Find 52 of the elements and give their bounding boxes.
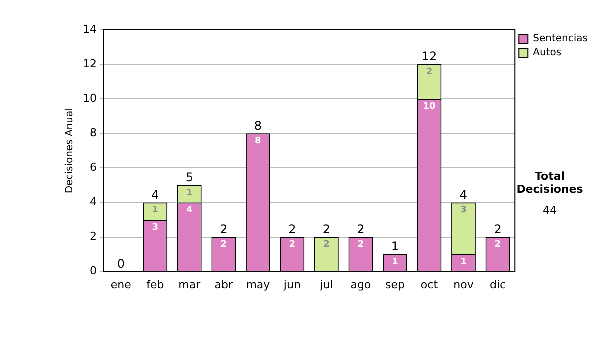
text: 44 (542, 204, 558, 217)
total-label: 4 (460, 188, 468, 202)
y-tick-label: 14 (82, 22, 97, 36)
y-tick-label: 0 (90, 264, 97, 278)
x-tick-label: sep (385, 278, 405, 292)
data-label: 2 (358, 240, 364, 250)
y-tick-label: 8 (90, 126, 97, 140)
legend-label: Sentencias (533, 34, 588, 45)
total-label: 2 (322, 222, 331, 236)
data-label: 2 (324, 240, 330, 250)
data-label: 10 (423, 102, 436, 112)
data-label: 3 (460, 206, 467, 216)
total-label: 2 (357, 222, 365, 236)
text: Total Decisiones (516, 170, 584, 196)
data-label: 3 (152, 222, 159, 233)
y-axis-title: Decisiones Anual (64, 108, 76, 194)
x-tick-label: nov (454, 278, 474, 292)
total-label: 8 (254, 118, 262, 133)
x-tick-label: mar (178, 278, 202, 292)
total-label: 2 (494, 222, 502, 236)
total-label: 0 (117, 256, 125, 271)
total-label: 5 (186, 170, 194, 185)
x-tick-label: ene (110, 278, 132, 292)
y-tick-label: 12 (82, 57, 97, 70)
data-label: 2 (426, 67, 433, 78)
data-label: 1 (152, 206, 159, 216)
x-tick-label: jun (282, 278, 301, 292)
legend-label: Autos (533, 48, 562, 59)
y-tick-label: 2 (90, 230, 97, 244)
x-tick-label: ago (350, 278, 372, 292)
total-label: 12 (422, 50, 438, 64)
y-tick-label: 10 (82, 92, 97, 105)
data-label: 1 (392, 257, 398, 268)
x-tick-label: dic (490, 278, 506, 292)
data-label: 8 (255, 136, 262, 146)
total-label: 4 (152, 188, 160, 202)
data-label: 2 (220, 240, 228, 250)
total-label: 1 (391, 240, 400, 254)
y-tick-label: 6 (90, 161, 97, 174)
y-tick-label: 4 (90, 196, 97, 209)
total-label: 2 (220, 222, 228, 236)
data-label: 4 (186, 206, 193, 216)
x-tick-label: feb (146, 278, 164, 292)
data-label: 2 (494, 240, 502, 250)
data-label: 1 (186, 188, 193, 198)
x-tick-label: may (246, 278, 271, 292)
total-label: 2 (288, 222, 296, 236)
x-tick-label: oct (420, 278, 439, 292)
x-tick-label: jul (319, 278, 334, 292)
x-tick-label: abr (214, 278, 234, 292)
data-label: 1 (460, 257, 467, 268)
data-label: 2 (289, 240, 296, 250)
